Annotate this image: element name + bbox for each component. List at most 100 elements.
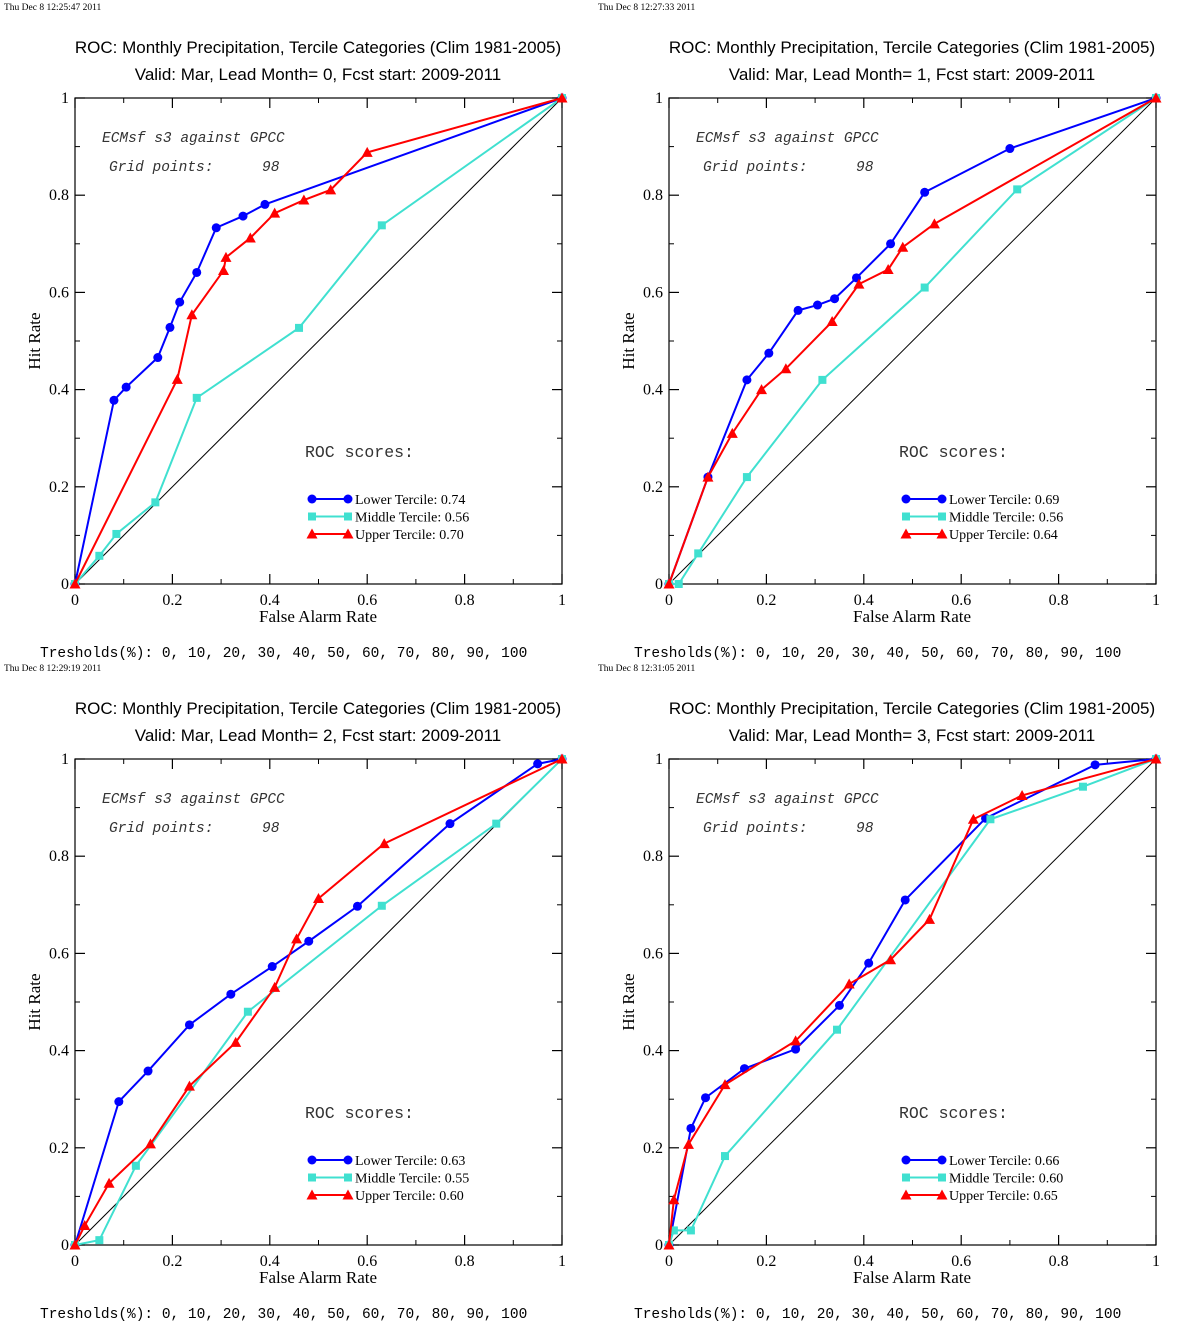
y-tick-label: 0 bbox=[61, 576, 69, 593]
x-tick-label: 1 bbox=[1152, 1253, 1160, 1270]
upper-tercile-point bbox=[183, 1080, 195, 1091]
middle-tercile-point bbox=[243, 1007, 252, 1016]
lower-tercile-point bbox=[211, 223, 221, 233]
upper-tercile-point bbox=[682, 1138, 694, 1149]
upper-tercile-point bbox=[668, 1194, 680, 1205]
y-tick-label: 0.6 bbox=[49, 284, 69, 301]
legend-upper-marker-left bbox=[306, 1189, 318, 1200]
middle-tercile-line bbox=[669, 97, 1157, 585]
grid-points-value: 98 bbox=[856, 821, 874, 837]
x-axis-label: False Alarm Rate bbox=[853, 607, 971, 626]
legend-upper-label: Upper Tercile: 0.60 bbox=[355, 1189, 464, 1204]
roc-chart-svg: Thu Dec 8 12:29:19 2011 ROC: Monthly Prec… bbox=[4, 664, 568, 1322]
legend-lower-marker-left bbox=[901, 494, 911, 504]
roc-chart-svg: Thu Dec 8 12:27:33 2011 ROC: Monthly Prec… bbox=[598, 3, 1162, 661]
upper-tercile-point bbox=[230, 1036, 242, 1047]
upper-tercile-point bbox=[556, 92, 568, 103]
y-tick-label: 0.8 bbox=[643, 187, 663, 204]
middle-tercile-point bbox=[112, 529, 121, 538]
model-annotation: ECMsf s3 against GPCC bbox=[696, 792, 879, 808]
upper-tercile-point bbox=[702, 471, 714, 482]
roc-scores-heading: ROC scores: bbox=[899, 443, 1008, 462]
x-axis-label: False Alarm Rate bbox=[259, 607, 377, 626]
x-tick-label: 1 bbox=[558, 592, 566, 609]
x-tick-label: 0.6 bbox=[951, 1253, 971, 1270]
upper-tercile-point bbox=[220, 251, 232, 262]
upper-tercile-point bbox=[69, 1239, 81, 1250]
grid-points-value: 98 bbox=[856, 160, 874, 176]
upper-tercile-point bbox=[726, 427, 738, 438]
x-tick-label: 0 bbox=[71, 592, 79, 609]
upper-tercile-point bbox=[885, 954, 897, 965]
legend-upper-marker-right bbox=[342, 528, 354, 539]
upper-tercile-point bbox=[291, 933, 303, 944]
y-tick-label: 0 bbox=[655, 1237, 663, 1254]
chart-title: ROC: Monthly Precipitation, Tercile Cate… bbox=[75, 38, 561, 57]
upper-tercile-point bbox=[1016, 789, 1028, 800]
middle-tercile-point bbox=[920, 283, 929, 292]
middle-tercile-point bbox=[742, 473, 751, 482]
thresholds-text: Tresholds(%): 0, 10, 20, 30, 40, 50, 60,… bbox=[634, 646, 1121, 661]
legend-upper-marker-left bbox=[900, 528, 912, 539]
grid-points-label: Grid points: bbox=[703, 160, 807, 176]
upper-tercile-point bbox=[826, 316, 838, 327]
x-tick-label: 0 bbox=[71, 1253, 79, 1270]
lower-tercile-line bbox=[668, 97, 1157, 585]
timestamp: Thu Dec 8 12:27:33 2011 bbox=[598, 3, 696, 13]
legend-upper-label: Upper Tercile: 0.70 bbox=[355, 528, 464, 543]
y-tick-label: 0.2 bbox=[643, 479, 663, 496]
lower-tercile-point bbox=[238, 211, 248, 221]
middle-tercile-point bbox=[818, 375, 827, 384]
middle-tercile-point bbox=[721, 1152, 730, 1161]
legend-middle-marker-left bbox=[902, 1173, 910, 1182]
upper-tercile-point bbox=[897, 241, 909, 252]
upper-tercile-point bbox=[378, 838, 390, 849]
chart-title: ROC: Monthly Precipitation, Tercile Cate… bbox=[669, 38, 1155, 57]
y-axis-label: Hit Rate bbox=[619, 312, 638, 369]
middle-tercile-point bbox=[377, 901, 386, 910]
legend-upper-label: Upper Tercile: 0.64 bbox=[949, 528, 1058, 543]
y-tick-label: 0.6 bbox=[49, 945, 69, 962]
legend-lower-label: Lower Tercile: 0.63 bbox=[355, 1154, 465, 1169]
x-tick-label: 1 bbox=[1152, 592, 1160, 609]
y-tick-label: 0 bbox=[61, 1237, 69, 1254]
lower-tercile-point bbox=[791, 1044, 801, 1054]
lower-tercile-point bbox=[192, 267, 202, 277]
lower-tercile-point bbox=[184, 1020, 194, 1030]
middle-tercile-point bbox=[131, 1161, 140, 1170]
legend-lower-marker-right bbox=[343, 1155, 353, 1165]
legend-middle-marker-left bbox=[902, 512, 910, 521]
legend-middle-marker-right bbox=[938, 512, 946, 521]
y-tick-label: 0.8 bbox=[49, 848, 69, 865]
y-tick-label: 1 bbox=[655, 751, 663, 768]
middle-tercile-point bbox=[1078, 782, 1087, 791]
middle-tercile-point bbox=[377, 221, 386, 230]
middle-tercile-point bbox=[295, 323, 304, 332]
legend-lower-label: Lower Tercile: 0.74 bbox=[355, 493, 465, 508]
upper-tercile-point bbox=[853, 278, 865, 289]
legend-lower-marker-left bbox=[307, 494, 317, 504]
lower-tercile-point bbox=[701, 1093, 711, 1103]
upper-tercile-point bbox=[69, 578, 81, 589]
roc-panel-1: Thu Dec 8 12:25:47 2011 ROC: Monthly Prec… bbox=[0, 0, 594, 661]
lower-tercile-point bbox=[304, 936, 314, 946]
x-tick-label: 0.8 bbox=[455, 592, 475, 609]
legend-lower-label: Lower Tercile: 0.69 bbox=[949, 493, 1059, 508]
model-annotation: ECMsf s3 against GPCC bbox=[102, 792, 285, 808]
y-tick-label: 0.4 bbox=[643, 382, 663, 399]
thresholds-text: Tresholds(%): 0, 10, 20, 30, 40, 50, 60,… bbox=[634, 1307, 1121, 1322]
chart-title: ROC: Monthly Precipitation, Tercile Cate… bbox=[669, 699, 1155, 718]
lower-tercile-point bbox=[764, 348, 774, 358]
x-tick-label: 1 bbox=[558, 1253, 566, 1270]
y-tick-label: 0.6 bbox=[643, 945, 663, 962]
roc-scores-heading: ROC scores: bbox=[305, 1104, 414, 1123]
upper-tercile-point bbox=[325, 184, 337, 195]
upper-tercile-point bbox=[882, 264, 894, 275]
middle-tercile-point bbox=[686, 1226, 695, 1235]
lower-tercile-point bbox=[686, 1123, 696, 1133]
y-tick-label: 1 bbox=[61, 90, 69, 107]
upper-tercile-point bbox=[1150, 753, 1162, 764]
x-tick-label: 0.4 bbox=[260, 1253, 280, 1270]
upper-tercile-point bbox=[269, 981, 281, 992]
legend-middle-label: Middle Tercile: 0.60 bbox=[949, 1172, 1063, 1187]
